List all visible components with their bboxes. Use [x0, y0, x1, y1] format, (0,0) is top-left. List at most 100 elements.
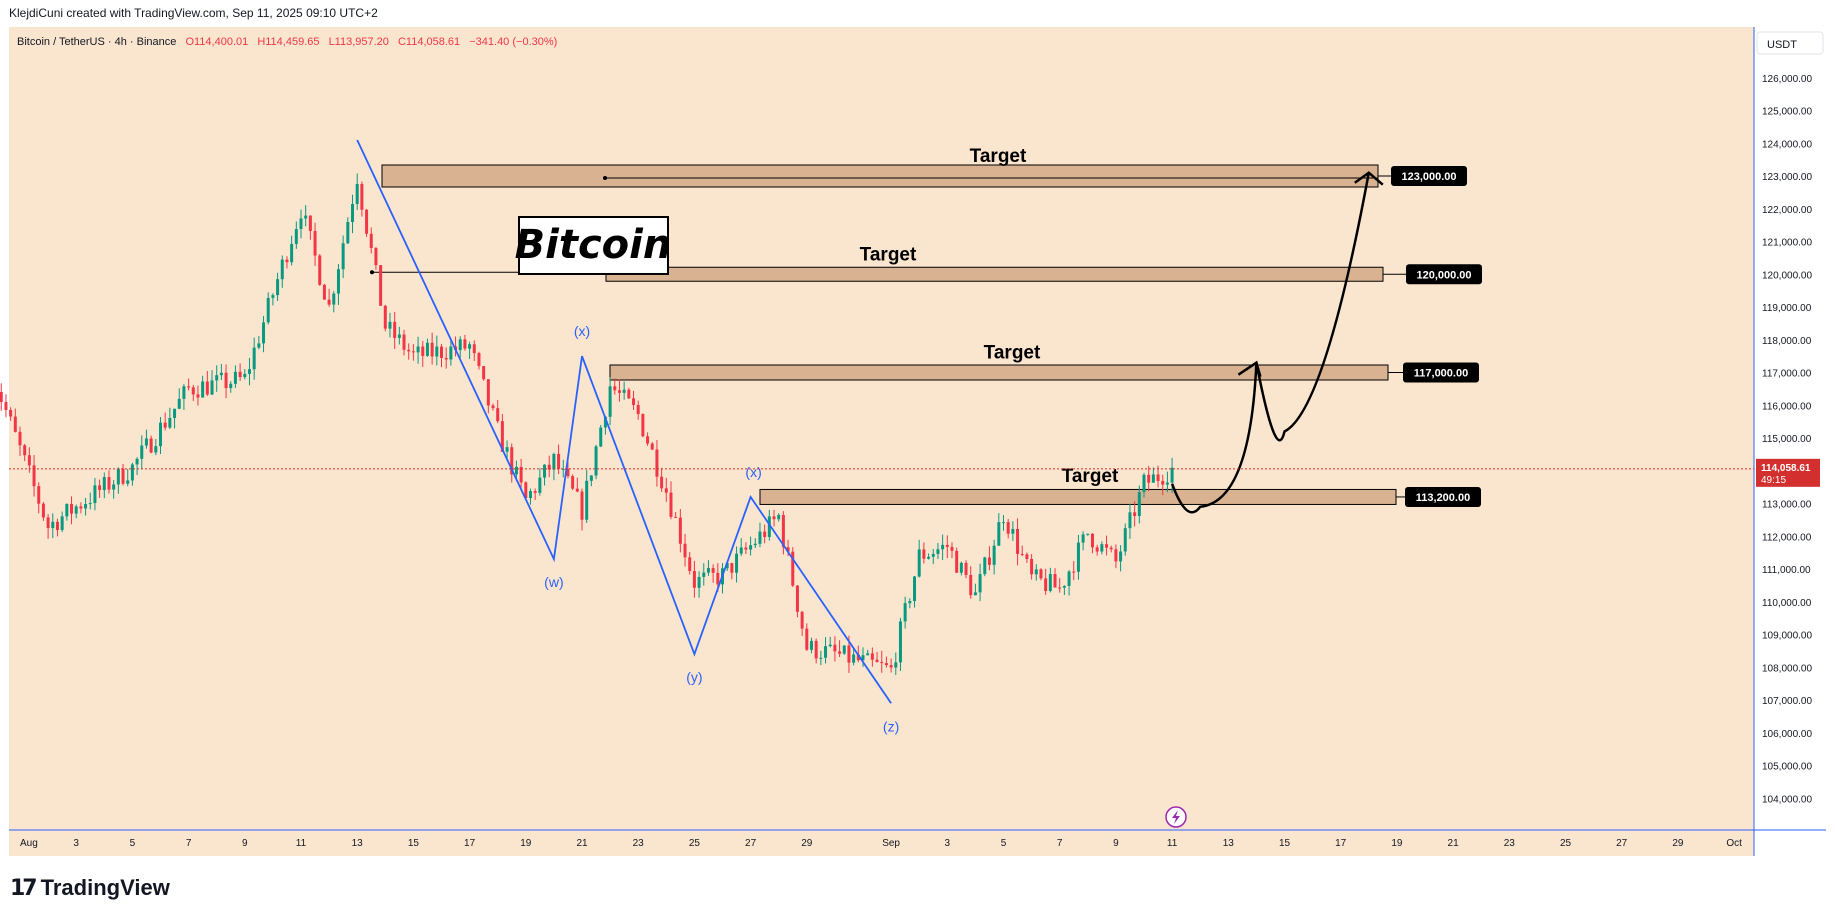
alert-icon[interactable]: [1165, 806, 1187, 828]
candle-body: [397, 334, 401, 338]
candle-body: [538, 477, 542, 493]
candle-body: [1123, 528, 1127, 552]
candle-body: [79, 506, 83, 509]
candle-body: [795, 585, 799, 612]
candle-body: [500, 421, 504, 452]
target-anchor-dot: [603, 176, 607, 180]
candle-body: [32, 465, 36, 487]
candle-body: [866, 653, 870, 656]
price-axis-panel: [1754, 27, 1826, 856]
candle-body: [41, 503, 45, 518]
y-tick-label: 108,000.00: [1762, 663, 1812, 674]
candle-body: [135, 458, 139, 465]
bitcoin-title-text: Bitcoin: [515, 222, 672, 268]
x-tick-label: 5: [130, 838, 136, 849]
candle-body: [664, 488, 668, 493]
candle-body: [407, 349, 411, 352]
candle-body: [749, 545, 753, 550]
candle-body: [1067, 571, 1071, 586]
candle-body: [566, 468, 570, 477]
candle-body: [983, 557, 987, 575]
candle-body: [1119, 551, 1123, 562]
chart-credit: KlejdiCuni created with TradingView.com,…: [9, 6, 378, 20]
legend-close: C114,058.61: [398, 36, 460, 48]
x-tick-label: 25: [689, 838, 701, 849]
target-price-badge: [1403, 362, 1479, 383]
candle-body: [154, 446, 158, 453]
candle-body: [444, 357, 448, 360]
candle-body: [355, 183, 359, 205]
x-tick-label: 23: [1504, 838, 1516, 849]
currency-box[interactable]: [1756, 31, 1824, 55]
candle-body: [627, 389, 631, 399]
candle-body: [646, 436, 650, 444]
candle-body: [98, 485, 102, 491]
current-price-countdown: 49:15: [1761, 475, 1786, 486]
candle-body: [898, 621, 902, 663]
y-tick-label: 112,000.00: [1762, 532, 1812, 543]
y-tick-label: 113,000.00: [1762, 500, 1812, 511]
candle-body: [1020, 553, 1024, 555]
candle-body: [894, 662, 898, 668]
y-tick-label: 116,000.00: [1762, 401, 1812, 412]
candle-body: [571, 476, 575, 489]
projection-arrowhead: [1237, 360, 1262, 378]
candle-body: [336, 269, 340, 294]
candle-body: [496, 408, 500, 422]
x-tick-label: 21: [1448, 838, 1460, 849]
candle-body: [74, 506, 78, 514]
target-price-label: 113,200.00: [1416, 492, 1470, 504]
candle-body: [1114, 549, 1118, 562]
candle-body: [603, 416, 607, 428]
candle-body: [767, 516, 771, 537]
candle-body: [758, 531, 762, 544]
candle-body: [856, 654, 860, 661]
candle-body: [322, 284, 326, 300]
y-tick-label: 122,000.00: [1762, 205, 1812, 216]
legend-high: H114,459.65: [257, 36, 319, 48]
candlesticks: [0, 173, 1174, 676]
candle-body: [238, 371, 242, 378]
candle-body: [1170, 467, 1174, 483]
candle-body: [936, 549, 940, 554]
candle-body: [711, 568, 715, 573]
target-price-label: 123,000.00: [1401, 171, 1456, 183]
candle-body: [360, 183, 364, 210]
y-tick-label: 117,000.00: [1762, 369, 1812, 380]
candle-body: [688, 557, 692, 571]
x-tick-label: 27: [745, 838, 757, 849]
candle-body: [144, 438, 148, 446]
candle-body: [969, 575, 973, 596]
candle-body: [613, 386, 617, 391]
tradingview-logo[interactable]: 17 TradingView: [10, 874, 170, 902]
chart-background: [9, 27, 1754, 856]
candle-body: [1048, 574, 1052, 591]
wave-label: (y): [686, 669, 702, 685]
candle-body: [9, 409, 13, 417]
candle-body: [1100, 544, 1104, 552]
x-tick-label: 25: [1560, 838, 1572, 849]
candle-body: [945, 544, 949, 547]
candle-body: [402, 334, 406, 350]
x-tick-label: 11: [1167, 838, 1178, 849]
candle-body: [922, 549, 926, 559]
candle-body: [177, 398, 181, 409]
candle-body: [313, 230, 317, 256]
candle-body: [421, 346, 425, 356]
target-zones: Target 123,000.00 Target 120,000.00 Target 11…: [370, 146, 1482, 507]
candle-body: [229, 383, 233, 389]
y-tick-label: 111,000.00: [1762, 565, 1811, 576]
candle-body: [585, 480, 589, 520]
candle-body: [121, 468, 125, 484]
x-tick-label: 13: [1223, 838, 1235, 849]
wave-label: (z): [883, 718, 899, 734]
candle-body: [18, 431, 22, 446]
candle-body: [196, 394, 200, 398]
candle-body: [786, 547, 790, 552]
candle-body: [1137, 492, 1141, 517]
candle-body: [262, 322, 266, 344]
time-axis[interactable]: Aug 3 5 7 9 11 13 15 17 19 21 23 25 27 29 Sep 3 5 7 9 11 13 15…: [20, 838, 1742, 849]
candle-body: [65, 503, 69, 517]
x-tick-label: 19: [1391, 838, 1403, 849]
